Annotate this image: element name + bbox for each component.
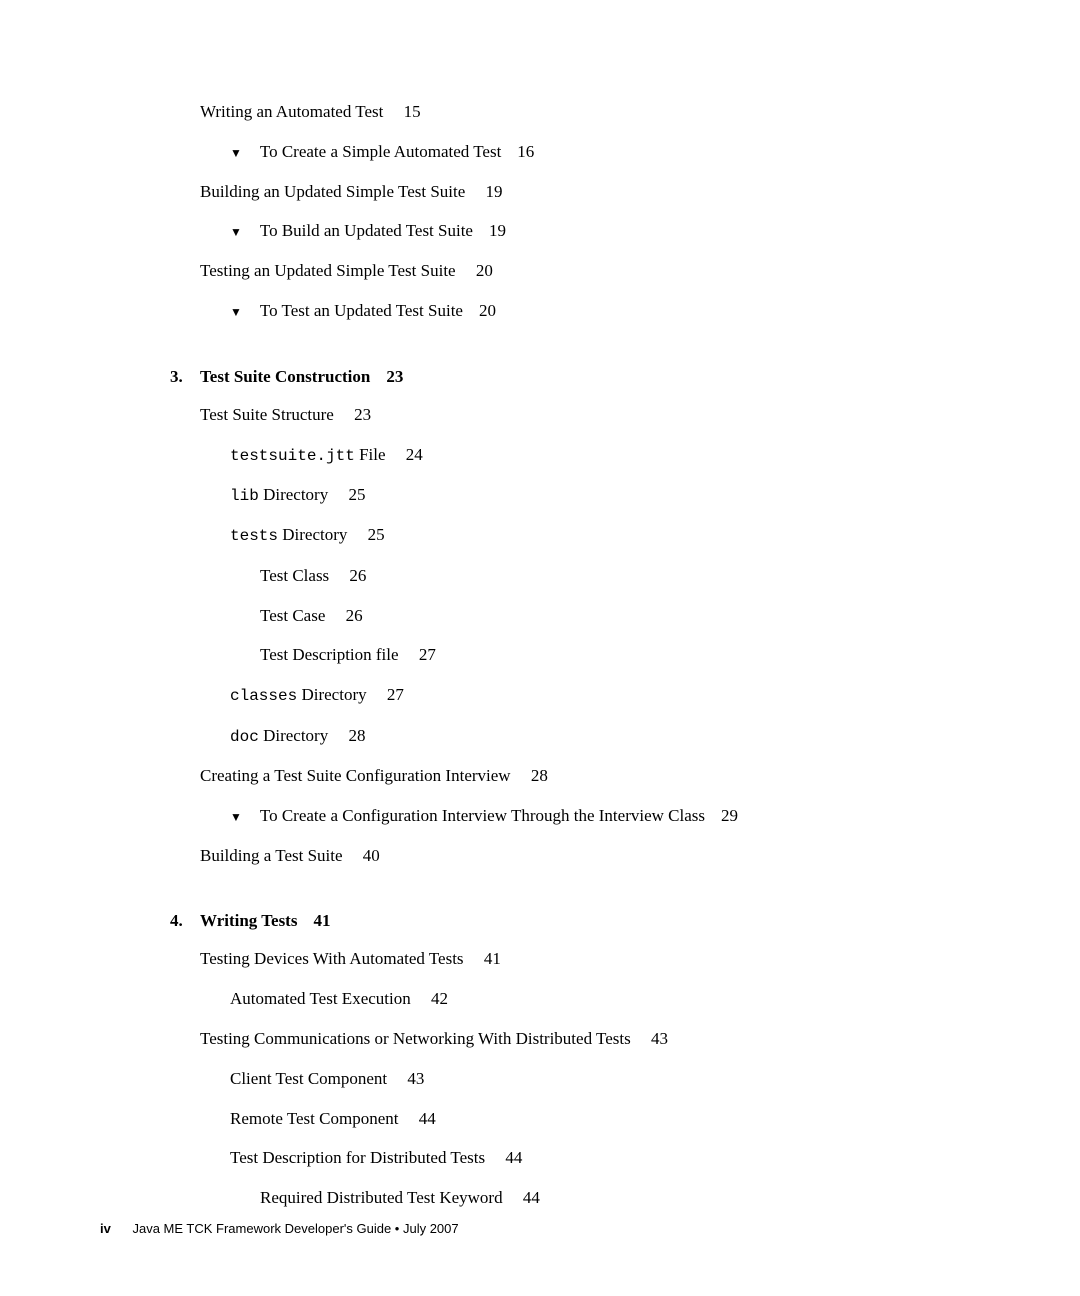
entry-text: Testing Communications or Networking Wit… [200, 1029, 631, 1048]
entry-code: doc [230, 728, 259, 746]
chapter-number: 3. [170, 367, 200, 387]
entry-code: testsuite.jtt [230, 447, 355, 465]
page-number: 29 [721, 804, 738, 828]
page-number: 28 [531, 766, 548, 785]
page-number: 27 [387, 685, 404, 704]
toc-entry: Test Description file 27 [260, 643, 980, 667]
page-number: 43 [407, 1069, 424, 1088]
toc-entry: Automated Test Execution 42 [230, 987, 980, 1011]
page-number: 40 [363, 846, 380, 865]
entry-text: Testing an Updated Simple Test Suite [200, 261, 456, 280]
page-number: 20 [476, 261, 493, 280]
entry-text: Creating a Test Suite Configuration Inte… [200, 766, 511, 785]
entry-text: Test Case [260, 606, 325, 625]
page-number: 26 [346, 606, 363, 625]
chapter-title: Writing Tests [200, 911, 297, 931]
toc-entry: testsuite.jtt File 24 [230, 443, 980, 467]
toc-bullet-entry: ▼ To Create a Simple Automated Test 16 [170, 140, 980, 164]
page-number: 42 [431, 989, 448, 1008]
entry-text: To Build an Updated Test Suite [260, 219, 473, 243]
toc-entry: Test Suite Structure 23 [200, 403, 980, 427]
entry-text: Client Test Component [230, 1069, 387, 1088]
page-footer: iv Java ME TCK Framework Developer's Gui… [100, 1221, 459, 1236]
footer-text: Java ME TCK Framework Developer's Guide … [132, 1221, 458, 1236]
page-number: 25 [348, 485, 365, 504]
toc-entry: Testing Communications or Networking Wit… [200, 1027, 980, 1051]
entry-text: Test Description for Distributed Tests [230, 1148, 485, 1167]
entry-code: tests [230, 527, 278, 545]
toc-entry: Writing an Automated Test 15 [200, 100, 980, 124]
toc-entry: Required Distributed Test Keyword 44 [260, 1186, 980, 1210]
toc-entry: classes Directory 27 [230, 683, 980, 707]
page-number: 25 [368, 525, 385, 544]
entry-text: To Create a Configuration Interview Thro… [260, 804, 705, 828]
toc-entry: Test Description for Distributed Tests 4… [230, 1146, 980, 1170]
entry-text: To Test an Updated Test Suite [260, 299, 463, 323]
footer-page-number: iv [100, 1221, 111, 1236]
page-number: 16 [517, 140, 534, 164]
page-number: 19 [489, 219, 506, 243]
page-number: 19 [486, 182, 503, 201]
entry-text: Test Suite Structure [200, 405, 334, 424]
toc-entry: Remote Test Component 44 [230, 1107, 980, 1131]
entry-text: Directory [278, 525, 347, 544]
entry-text: Writing an Automated Test [200, 102, 383, 121]
page-number: 44 [523, 1188, 540, 1207]
page-number: 15 [404, 102, 421, 121]
entry-text: Test Class [260, 566, 329, 585]
page-number: 41 [484, 949, 501, 968]
page-number: 26 [349, 566, 366, 585]
toc-content: Writing an Automated Test 15 ▼ To Create… [0, 0, 1080, 1210]
toc-entry: Creating a Test Suite Configuration Inte… [200, 764, 980, 788]
bullet-icon: ▼ [230, 145, 242, 162]
bullet-icon: ▼ [230, 304, 242, 321]
page-number: 27 [419, 645, 436, 664]
entry-text: Directory [259, 726, 328, 745]
toc-entry: doc Directory 28 [230, 724, 980, 748]
toc-entry: Building a Test Suite 40 [200, 844, 980, 868]
entry-text: Building a Test Suite [200, 846, 343, 865]
entry-text: To Create a Simple Automated Test [260, 140, 501, 164]
toc-entry: Test Case 26 [260, 604, 980, 628]
page-number: 44 [419, 1109, 436, 1128]
chapter-title: Test Suite Construction [200, 367, 370, 387]
bullet-icon: ▼ [230, 224, 242, 241]
entry-text: Automated Test Execution [230, 989, 411, 1008]
entry-text: Building an Updated Simple Test Suite [200, 182, 465, 201]
entry-text: Test Description file [260, 645, 399, 664]
entry-text: Directory [259, 485, 328, 504]
entry-text: Directory [297, 685, 366, 704]
toc-entry: Building an Updated Simple Test Suite 19 [200, 180, 980, 204]
bullet-icon: ▼ [230, 809, 242, 826]
entry-text: File [355, 445, 386, 464]
entry-text: Remote Test Component [230, 1109, 398, 1128]
toc-bullet-entry: ▼ To Create a Configuration Interview Th… [170, 804, 980, 828]
entry-code: lib [230, 487, 259, 505]
page-number: 44 [505, 1148, 522, 1167]
page-number: 43 [651, 1029, 668, 1048]
page-number: 23 [354, 405, 371, 424]
toc-bullet-entry: ▼ To Test an Updated Test Suite 20 [170, 299, 980, 323]
toc-entry: tests Directory 25 [230, 523, 980, 547]
entry-text: Required Distributed Test Keyword [260, 1188, 503, 1207]
toc-entry: Client Test Component 43 [230, 1067, 980, 1091]
toc-entry: Test Class 26 [260, 564, 980, 588]
page-number: 41 [313, 911, 330, 931]
toc-entry: Testing an Updated Simple Test Suite 20 [200, 259, 980, 283]
page-number: 20 [479, 299, 496, 323]
page-number: 24 [406, 445, 423, 464]
page-number: 28 [348, 726, 365, 745]
toc-entry: Testing Devices With Automated Tests 41 [200, 947, 980, 971]
toc-bullet-entry: ▼ To Build an Updated Test Suite 19 [170, 219, 980, 243]
chapter-heading: 4. Writing Tests 41 [170, 911, 980, 931]
page-number: 23 [386, 367, 403, 387]
chapter-heading: 3. Test Suite Construction 23 [170, 367, 980, 387]
chapter-number: 4. [170, 911, 200, 931]
toc-entry: lib Directory 25 [230, 483, 980, 507]
entry-text: Testing Devices With Automated Tests [200, 949, 464, 968]
entry-code: classes [230, 687, 297, 705]
